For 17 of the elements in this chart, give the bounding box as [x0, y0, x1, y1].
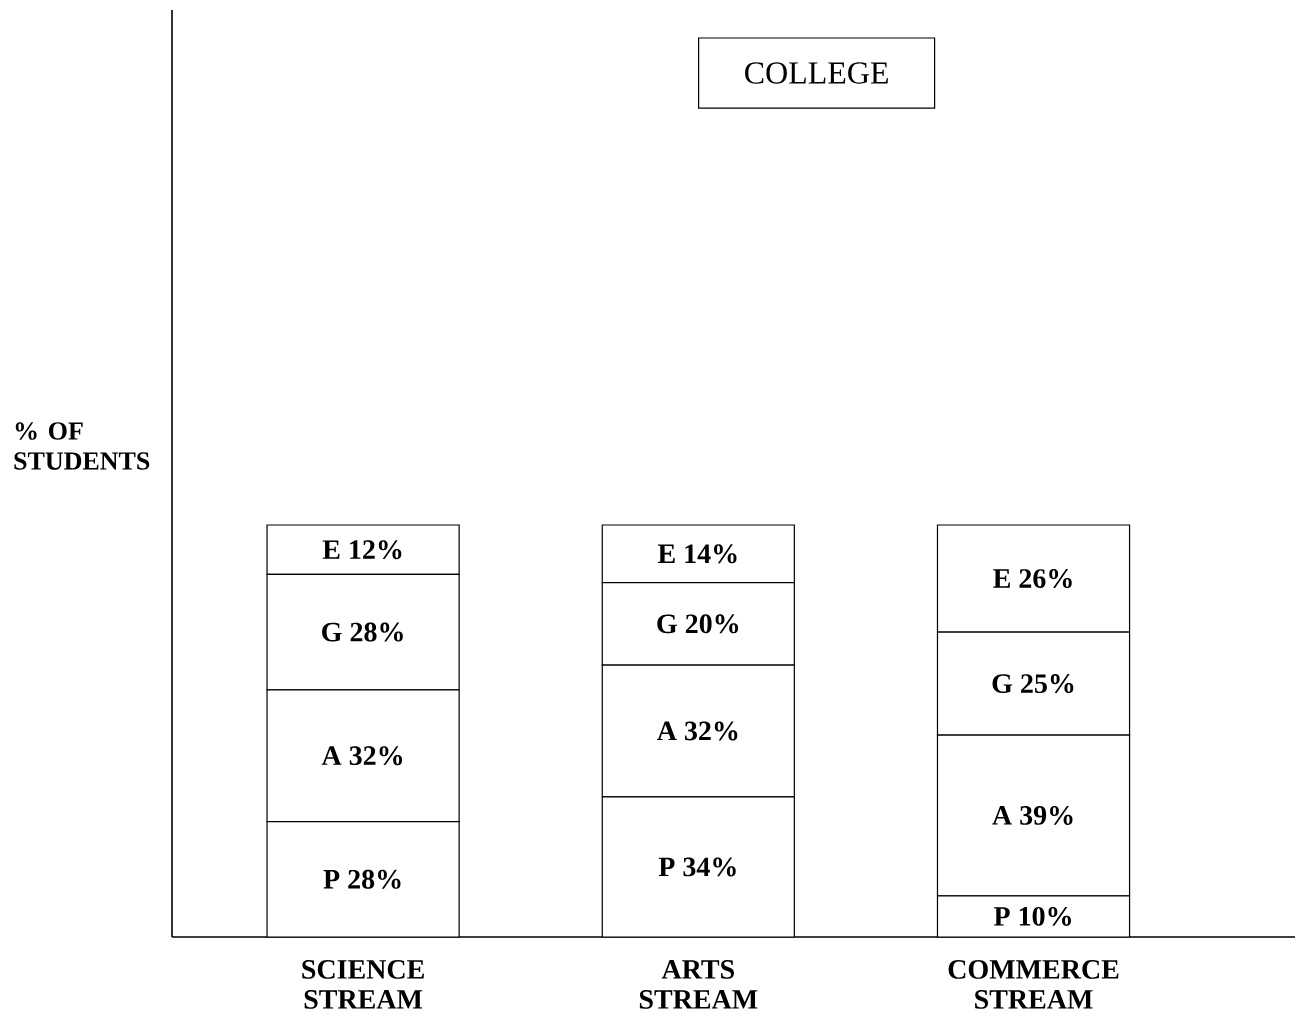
data-label: P 34% [658, 857, 736, 877]
x-tick-label: ARTS STREAM [639, 960, 758, 1009]
data-label: P 10% [993, 906, 1071, 926]
data-label: E 26% [993, 569, 1072, 589]
x-tick-label: SCIENCE STREAM [302, 960, 424, 1009]
data-label: G 20% [657, 614, 739, 634]
data-label: G 28% [322, 622, 403, 642]
x-tick-label: COMMERCE STREAM [948, 960, 1119, 1009]
data-label: P 28% [323, 869, 401, 889]
data-label: E 12% [322, 540, 402, 560]
data-label: A 32% [321, 746, 403, 766]
y-axis-title: % OF STUDENTS [14, 422, 150, 470]
data-label: E 14% [657, 544, 737, 564]
data-label: A 32% [656, 721, 738, 741]
data-label: A 39% [992, 805, 1073, 825]
data-label: G 25% [992, 674, 1074, 694]
chart-title: COLLEGE [745, 62, 888, 84]
